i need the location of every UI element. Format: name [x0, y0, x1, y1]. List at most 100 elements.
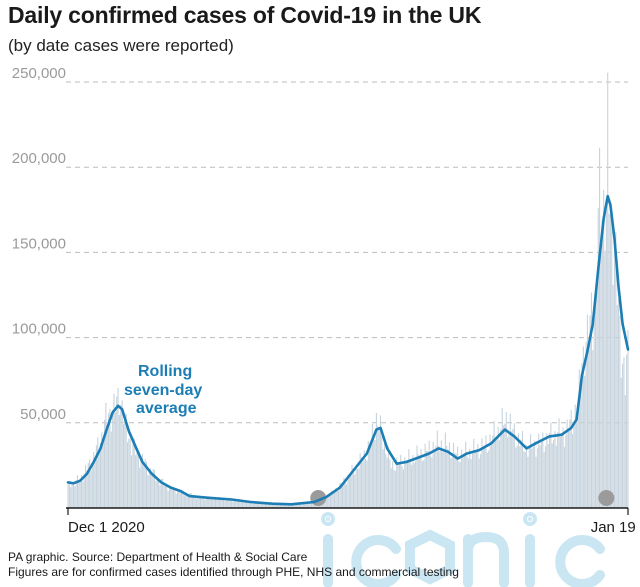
- daily-bar: [312, 500, 314, 508]
- daily-bar: [360, 457, 363, 508]
- daily-bar: [424, 443, 426, 508]
- y-tick-label: 50,000: [20, 406, 66, 423]
- x-tick-label: Jan 19 2022: [591, 519, 640, 536]
- daily-bar: [351, 464, 353, 508]
- daily-bar: [570, 410, 572, 508]
- daily-bar: [365, 458, 367, 508]
- daily-bar: [216, 499, 218, 508]
- daily-bar: [286, 503, 288, 508]
- daily-bar: [327, 494, 329, 508]
- daily-bar: [371, 423, 373, 508]
- daily-bar: [432, 441, 434, 508]
- daily-bar: [447, 449, 449, 508]
- source-note: PA graphic. Source: Department of Health…: [8, 550, 308, 564]
- daily-bar: [540, 439, 542, 508]
- daily-bar: [149, 468, 152, 508]
- daily-bar: [213, 498, 215, 508]
- daily-bar: [609, 214, 611, 508]
- daily-bar: [566, 419, 568, 508]
- daily-bar: [427, 451, 429, 508]
- daily-bar: [98, 453, 100, 508]
- daily-bar: [147, 475, 149, 508]
- daily-bar: [515, 447, 517, 508]
- daily-bar: [421, 460, 423, 508]
- daily-bar: [306, 501, 308, 508]
- daily-bar: [250, 501, 252, 508]
- daily-bar: [561, 432, 563, 508]
- daily-bar: [425, 450, 427, 508]
- daily-bar: [623, 357, 625, 508]
- daily-bar: [148, 469, 150, 508]
- daily-bar: [185, 493, 187, 508]
- daily-bar: [305, 502, 307, 508]
- daily-bar: [133, 438, 135, 508]
- daily-bar: [120, 404, 122, 508]
- daily-bar: [448, 442, 450, 508]
- daily-bar: [516, 445, 518, 508]
- daily-bar: [247, 500, 249, 508]
- daily-bar: [85, 464, 87, 508]
- daily-bar: [581, 363, 583, 508]
- daily-bar: [310, 500, 313, 508]
- daily-bar: [551, 443, 553, 508]
- daily-bar: [359, 453, 361, 508]
- daily-bar: [401, 466, 403, 508]
- y-gridlines: [66, 81, 628, 424]
- daily-bar: [89, 459, 91, 508]
- daily-bar: [233, 499, 235, 508]
- daily-bar: [289, 504, 291, 508]
- daily-bar: [129, 438, 131, 508]
- daily-bar: [343, 477, 345, 508]
- daily-bar: [168, 486, 170, 508]
- daily-bar: [576, 419, 578, 508]
- daily-bar: [465, 441, 467, 508]
- daily-bar: [615, 231, 617, 508]
- daily-bar: [283, 503, 285, 508]
- daily-bar: [498, 440, 501, 508]
- daily-bar: [388, 446, 390, 508]
- daily-bar: [162, 478, 164, 508]
- daily-bar: [494, 440, 496, 508]
- daily-bar: [377, 425, 379, 508]
- daily-bar: [420, 449, 422, 508]
- daily-bar: [550, 422, 552, 508]
- daily-bar: [489, 434, 491, 508]
- daily-bar: [500, 428, 502, 508]
- daily-bar: [481, 438, 483, 508]
- daily-bar: [336, 490, 338, 508]
- daily-bar: [91, 462, 93, 508]
- daily-bar: [367, 440, 369, 508]
- daily-bar: [574, 404, 576, 508]
- daily-bar: [348, 476, 350, 508]
- daily-bar: [209, 496, 211, 508]
- daily-bar: [171, 489, 173, 508]
- daily-bar: [617, 298, 620, 508]
- daily-bar: [154, 470, 156, 508]
- daily-bar: [271, 504, 273, 508]
- daily-bar: [520, 439, 522, 508]
- iconic-watermark: [321, 512, 605, 587]
- daily-bar: [143, 464, 145, 508]
- daily-bar: [72, 481, 74, 508]
- daily-bar: [565, 434, 567, 508]
- daily-bar: [406, 460, 409, 508]
- daily-bar: [493, 420, 495, 508]
- daily-bar: [298, 503, 300, 508]
- daily-bar: [507, 437, 509, 508]
- daily-bar: [302, 502, 304, 508]
- daily-bar: [83, 473, 85, 508]
- daily-bar: [386, 457, 388, 508]
- daily-bar: [611, 212, 613, 508]
- daily-bar: [497, 426, 499, 508]
- daily-bar: [558, 418, 560, 508]
- daily-bar: [102, 442, 104, 508]
- daily-bar: [190, 493, 192, 508]
- daily-bar: [126, 442, 129, 508]
- daily-bar: [159, 485, 161, 508]
- x-tick-labels: Dec 1 2020 Jan 19 2022: [67, 508, 640, 536]
- daily-bar: [572, 434, 574, 508]
- daily-bar: [99, 442, 101, 508]
- daily-bar: [381, 436, 383, 508]
- daily-bar: [105, 402, 107, 508]
- daily-bar: [601, 220, 603, 509]
